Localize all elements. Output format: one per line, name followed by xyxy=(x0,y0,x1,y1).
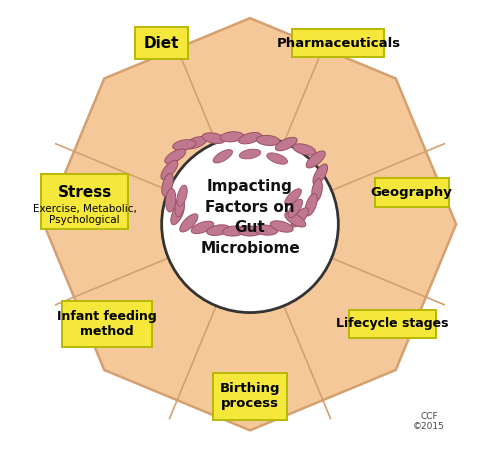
Text: Impacting
Factors on
Gut
Microbiome: Impacting Factors on Gut Microbiome xyxy=(200,179,300,255)
Ellipse shape xyxy=(161,160,178,179)
Ellipse shape xyxy=(254,225,278,235)
Text: Geography: Geography xyxy=(371,186,452,199)
Ellipse shape xyxy=(213,149,233,163)
Ellipse shape xyxy=(177,185,188,206)
Ellipse shape xyxy=(293,144,316,155)
FancyBboxPatch shape xyxy=(135,27,188,59)
Ellipse shape xyxy=(313,164,328,185)
Ellipse shape xyxy=(172,140,196,150)
Ellipse shape xyxy=(285,212,306,227)
Ellipse shape xyxy=(256,135,280,145)
Ellipse shape xyxy=(202,133,226,144)
FancyBboxPatch shape xyxy=(375,178,448,207)
Text: CCF
©2015: CCF ©2015 xyxy=(413,412,445,431)
Ellipse shape xyxy=(240,149,260,159)
Ellipse shape xyxy=(238,132,262,144)
Ellipse shape xyxy=(306,151,326,168)
Ellipse shape xyxy=(270,221,293,232)
Polygon shape xyxy=(44,18,456,430)
Ellipse shape xyxy=(180,214,198,232)
FancyBboxPatch shape xyxy=(213,373,287,419)
Circle shape xyxy=(162,136,338,313)
Text: Diet: Diet xyxy=(144,35,180,51)
Text: Stress: Stress xyxy=(58,185,112,200)
FancyBboxPatch shape xyxy=(62,301,152,347)
Ellipse shape xyxy=(206,225,230,236)
Ellipse shape xyxy=(292,208,308,227)
Ellipse shape xyxy=(191,221,214,234)
Text: Infant feeding
method: Infant feeding method xyxy=(58,310,157,338)
Text: Pharmaceuticals: Pharmaceuticals xyxy=(276,37,400,49)
Ellipse shape xyxy=(222,226,246,236)
Text: Birthing
process: Birthing process xyxy=(220,382,280,410)
Ellipse shape xyxy=(238,226,262,236)
FancyBboxPatch shape xyxy=(292,29,384,57)
Ellipse shape xyxy=(220,132,244,142)
Ellipse shape xyxy=(184,136,207,149)
Ellipse shape xyxy=(288,199,302,217)
Ellipse shape xyxy=(305,193,318,216)
Ellipse shape xyxy=(267,153,287,164)
Text: Lifecycle stages: Lifecycle stages xyxy=(336,318,449,330)
Ellipse shape xyxy=(276,137,297,151)
Ellipse shape xyxy=(284,189,302,205)
Ellipse shape xyxy=(175,195,184,217)
Ellipse shape xyxy=(165,149,186,164)
Text: Exercise, Metabolic,
Psychological: Exercise, Metabolic, Psychological xyxy=(32,204,136,226)
FancyBboxPatch shape xyxy=(41,173,128,229)
Ellipse shape xyxy=(171,203,184,225)
Ellipse shape xyxy=(312,178,322,202)
Ellipse shape xyxy=(166,188,176,212)
FancyBboxPatch shape xyxy=(349,310,436,338)
Ellipse shape xyxy=(162,173,173,196)
